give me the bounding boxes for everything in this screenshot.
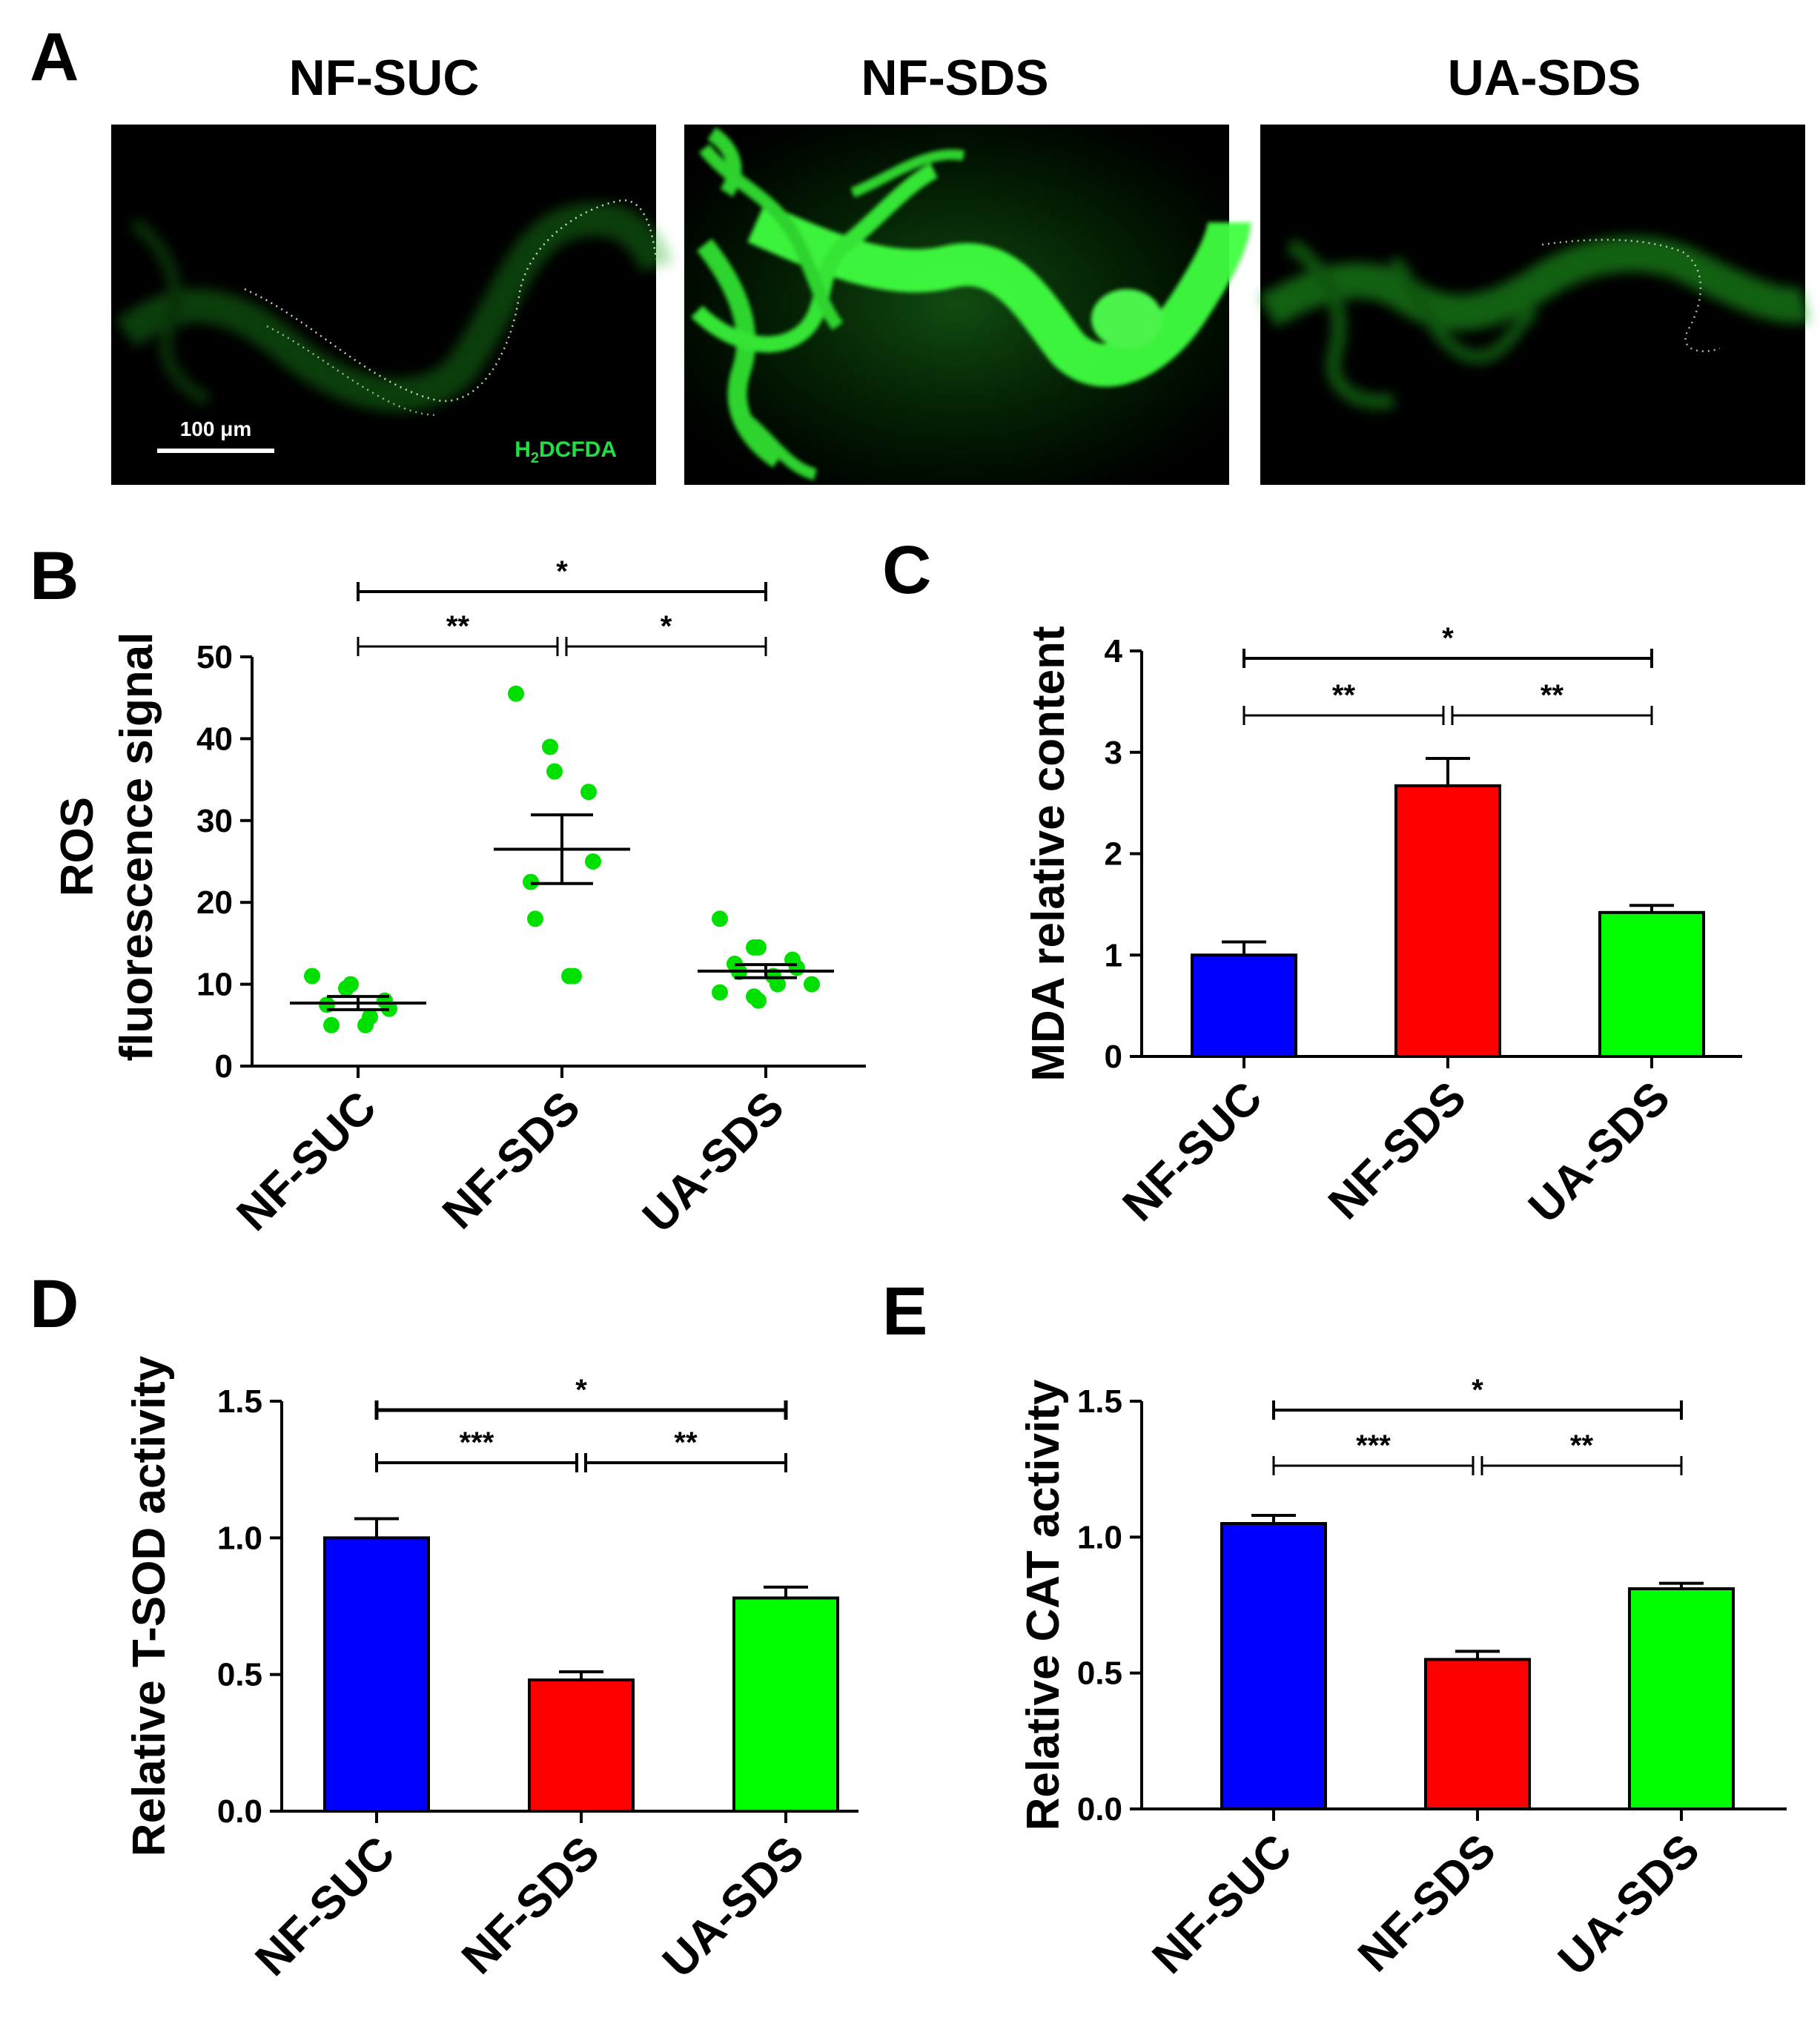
panel-b-ylabel: ROS <box>52 797 103 896</box>
panel-e-y-tick-label: 1.5 <box>1077 1383 1122 1420</box>
panel-c-bar-nf-suc <box>1191 953 1297 1058</box>
panel-e-bar-nf-suc <box>1220 1522 1327 1810</box>
panel-b-point-nf-sds <box>546 763 563 780</box>
panel-b-y-tick-label: 20 <box>196 884 233 921</box>
panel-b-ros-scatter: B ROS fluorescence signal 0 10 20 30 40 50 NF-SU… <box>30 538 866 1243</box>
panel-c-y-tick-label: 0 <box>1105 1039 1122 1075</box>
panel-b-point-nf-sds <box>566 967 582 985</box>
panel-b-y-tick-label: 50 <box>196 639 233 675</box>
panel-c-sig-label: ** <box>1541 679 1564 712</box>
panel-e-x-label-ua-sds: UA-SDS <box>1549 1825 1710 1985</box>
panel-letter-a: A <box>30 19 79 95</box>
panel-b-point-ua-sds <box>712 984 728 1001</box>
panel-e-sig-label: * <box>1472 1374 1483 1406</box>
panel-e-y-tick-label: 0.0 <box>1077 1791 1122 1827</box>
panel-b-point-ua-sds <box>750 992 767 1009</box>
scale-bar <box>157 449 274 453</box>
panel-c-sig-label: ** <box>1332 679 1356 712</box>
panel-b-point-ua-sds <box>770 976 786 993</box>
panel-d-bar-nf-suc <box>323 1536 430 1813</box>
panel-b-y-tick-label: 40 <box>196 721 233 757</box>
panel-b-point-nf-suc <box>304 967 320 985</box>
micrograph-label-nf-sds: NF-SDS <box>861 50 1048 106</box>
panel-a: A NF-SUC NF-SDS UA-SDS 100 μm H2DCFDA <box>30 19 1810 485</box>
panel-b-sig-label: ** <box>446 610 470 643</box>
panel-b-point-nf-sds <box>527 910 543 927</box>
panel-e-cat-bar-chart: E Relative CAT activity 0.0 0.5 1.0 1.5 NF-SU… <box>882 1274 1787 1985</box>
panel-b-sig-label: * <box>556 555 568 588</box>
panel-b-point-nf-suc <box>343 976 359 993</box>
panel-b-point-nf-sds <box>508 685 524 702</box>
panel-d-y-tick-label: 0.0 <box>217 1793 262 1830</box>
panel-d-y-tick-label: 1.0 <box>217 1520 262 1556</box>
panel-b-x-label-ua-sds: UA-SDS <box>633 1082 794 1243</box>
panel-e-x-label-nf-suc: NF-SUC <box>1143 1825 1302 1983</box>
micrograph-label-ua-sds: UA-SDS <box>1448 50 1641 106</box>
panel-c-x-label-nf-suc: NF-SUC <box>1113 1072 1272 1231</box>
panel-c-sig-label: * <box>1442 622 1454 655</box>
panel-e-bar-nf-sds <box>1424 1658 1531 1810</box>
panel-b-point-nf-sds <box>523 873 539 890</box>
panel-c-bar-nf-sds <box>1394 784 1501 1058</box>
panel-d-sig-label: *** <box>460 1426 494 1459</box>
panel-c-x-label-ua-sds: UA-SDS <box>1519 1072 1680 1233</box>
panel-d-y-tick-label: 1.5 <box>217 1383 262 1420</box>
panel-c-bar-ua-sds <box>1598 910 1705 1058</box>
panel-c-mda-bar-chart: C MDA relative content 0 1 2 3 4 NF-SUC NF-SDS U… <box>882 532 1742 1233</box>
panel-d-bar-nf-sds <box>528 1678 635 1813</box>
panel-e-bar-ua-sds <box>1628 1587 1735 1810</box>
panel-b-x-label-nf-suc: NF-SUC <box>228 1082 386 1240</box>
panel-b-point-nf-sds <box>580 784 597 801</box>
panel-c-y-tick-label: 1 <box>1105 937 1122 973</box>
panel-b-point-nf-sds <box>542 738 558 755</box>
panel-letter-c: C <box>882 532 931 608</box>
panel-d-x-label-nf-suc: NF-SUC <box>246 1827 405 1985</box>
panel-b-point-nf-suc <box>362 1008 378 1025</box>
panel-d-x-label-ua-sds: UA-SDS <box>653 1827 814 1988</box>
panel-d-ylabel: Relative T-SOD activity <box>124 1355 175 1856</box>
panel-d-bar-ua-sds <box>732 1596 839 1813</box>
panel-c-y-tick-label: 2 <box>1105 836 1122 873</box>
panel-d-y-tick-label: 0.5 <box>217 1657 262 1693</box>
micrograph-nf-sds <box>684 125 1251 485</box>
panel-e-y-tick-label: 1.0 <box>1077 1519 1122 1555</box>
panel-b-point-ua-sds <box>789 959 805 976</box>
panel-e-ylabel: Relative CAT activity <box>1018 1379 1069 1830</box>
panel-b-y-tick-label: 30 <box>196 803 233 839</box>
panel-b-x-label-nf-sds: NF-SDS <box>433 1082 590 1239</box>
scale-bar-label: 100 μm <box>180 417 252 440</box>
micrograph-ua-sds <box>1259 125 1810 485</box>
panel-b-point-nf-suc <box>323 1016 340 1033</box>
stain-label: H2DCFDA <box>514 437 617 466</box>
micrograph-label-nf-suc: NF-SUC <box>289 50 480 106</box>
panel-c-x-label-nf-sds: NF-SDS <box>1319 1072 1476 1229</box>
panel-letter-e: E <box>882 1274 927 1349</box>
panel-c-y-tick-label: 3 <box>1105 735 1122 771</box>
panel-b-ylabel: fluorescence signal <box>111 632 162 1062</box>
panel-b-sig-label: * <box>661 610 672 643</box>
panel-c-ylabel: MDA relative content <box>1023 626 1074 1081</box>
panel-e-y-tick-label: 0.5 <box>1077 1655 1122 1692</box>
panel-c-y-tick-label: 4 <box>1105 633 1123 669</box>
panel-b-point-nf-sds <box>585 853 601 870</box>
panel-b-point-ua-sds <box>712 910 728 927</box>
panel-b-point-ua-sds <box>804 976 820 993</box>
panel-b-y-tick-label: 0 <box>215 1048 233 1085</box>
panel-e-sig-label: *** <box>1356 1429 1391 1462</box>
panel-d-tsod-bar-chart: D Relative T-SOD activity 0.0 0.5 1.0 1.5 NF-… <box>30 1266 858 1988</box>
panel-d-x-label-nf-sds: NF-SDS <box>452 1827 609 1984</box>
panel-b-point-ua-sds <box>750 939 767 956</box>
micrograph-nf-suc: 100 μm H2DCFDA <box>111 125 673 485</box>
panel-e-sig-label: ** <box>1570 1429 1594 1462</box>
panel-b-y-tick-label: 10 <box>196 967 233 1003</box>
panel-d-sig-label: * <box>575 1374 587 1406</box>
panel-d-sig-label: ** <box>674 1426 698 1459</box>
panel-e-x-label-nf-sds: NF-SDS <box>1349 1825 1506 1982</box>
panel-letter-b: B <box>30 538 79 614</box>
panel-letter-d: D <box>30 1266 79 1342</box>
